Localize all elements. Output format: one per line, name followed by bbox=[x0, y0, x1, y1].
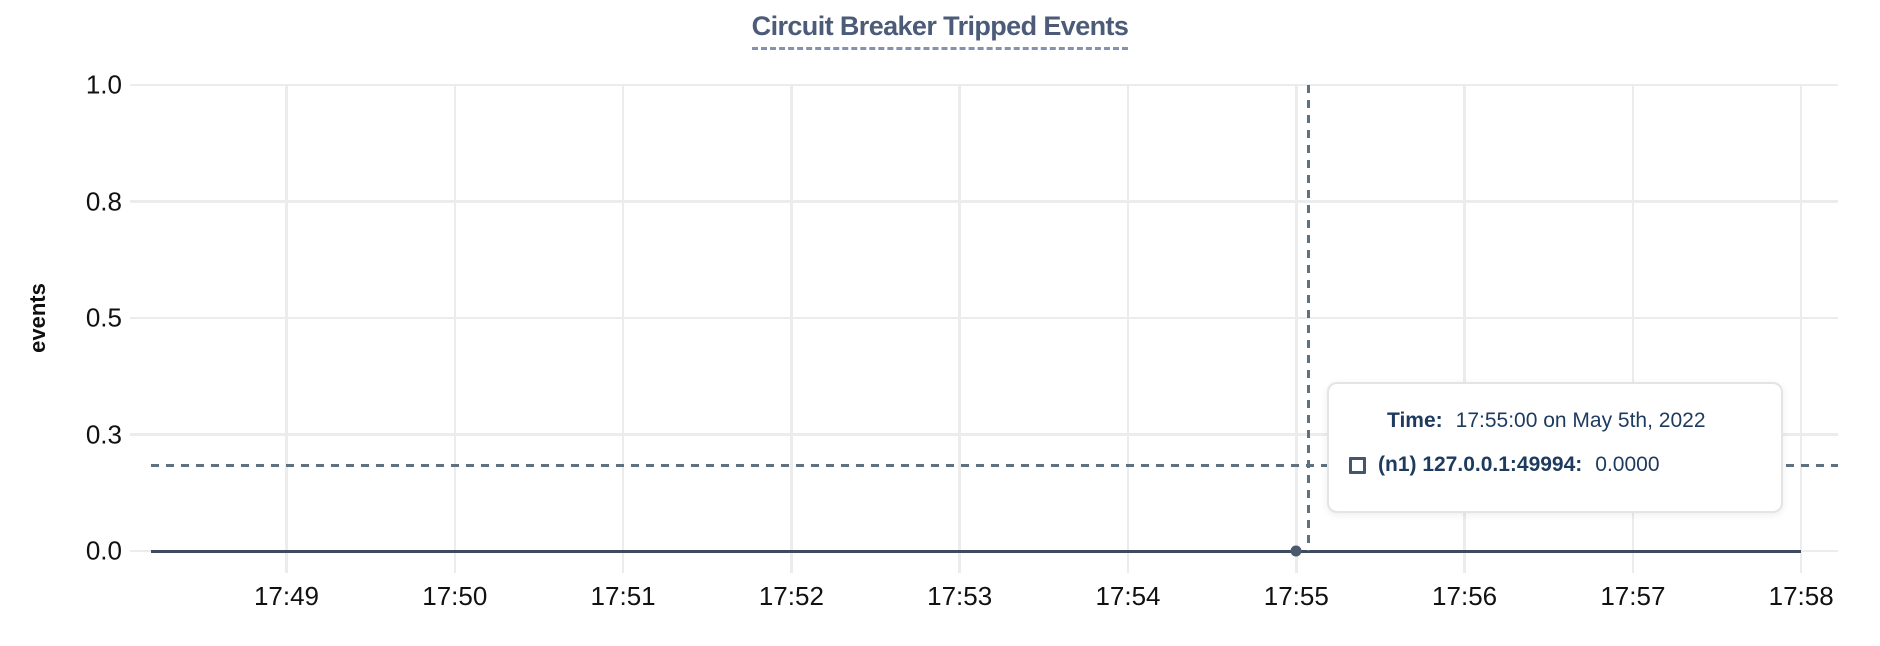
y-gridline bbox=[130, 316, 1838, 320]
tooltip-time-label: Time: bbox=[1387, 409, 1443, 432]
chart-title: Circuit Breaker Tripped Events bbox=[751, 10, 1129, 50]
x-gridline bbox=[453, 85, 457, 573]
cursor-tooltip: Time: 17:55:00 on May 5th, 2022 (n1) 127… bbox=[1327, 382, 1783, 513]
x-gridline bbox=[621, 85, 625, 573]
x-tick-label: 17:57 bbox=[1600, 581, 1666, 611]
x-gridline bbox=[1463, 85, 1466, 573]
x-tick-label: 17:53 bbox=[927, 581, 993, 611]
x-gridline bbox=[285, 85, 288, 573]
x-gridline bbox=[1126, 85, 1130, 573]
y-gridline bbox=[130, 83, 1838, 87]
x-tick-label: 17:52 bbox=[758, 581, 824, 611]
chart-title-wrap: Circuit Breaker Tripped Events bbox=[0, 10, 1880, 50]
x-tick-label: 17:50 bbox=[422, 581, 488, 611]
tooltip-time-row: Time: 17:55:00 on May 5th, 2022 bbox=[1387, 409, 1781, 433]
tooltip-series-row: (n1) 127.0.0.1:49994: 0.0000 bbox=[1349, 453, 1781, 477]
y-gridline bbox=[130, 200, 1838, 203]
x-gridline bbox=[1295, 85, 1298, 573]
x-gridline bbox=[1799, 85, 1803, 573]
x-tick-label: 17:54 bbox=[1095, 581, 1161, 611]
y-tick-label: 0.0 bbox=[85, 535, 122, 566]
cursor-crosshair-vertical bbox=[1307, 85, 1310, 551]
x-tick-label: 17:55 bbox=[1263, 581, 1329, 611]
y-tick-label: 1.0 bbox=[85, 69, 122, 100]
plot-area[interactable]: 1.0 0.8 0.5 0.3 0.0 17:49 17:50 17:51 17:52 17:53… bbox=[86, 70, 1838, 611]
x-tick-label: 17:51 bbox=[590, 581, 656, 611]
series-point-marker[interactable] bbox=[1290, 545, 1302, 557]
series-line bbox=[151, 549, 1801, 553]
tooltip-time-value: 17:55:00 on May 5th, 2022 bbox=[1455, 409, 1706, 432]
x-gridline bbox=[790, 85, 793, 573]
y-tick-label: 0.8 bbox=[85, 186, 122, 216]
tooltip-series-value: 0.0000 bbox=[1595, 453, 1660, 476]
y-tick-label: 0.3 bbox=[85, 419, 122, 449]
y-tick-label: 0.5 bbox=[85, 302, 122, 333]
cursor-crosshair-horizontal bbox=[151, 464, 1838, 467]
x-tick-label: 17:56 bbox=[1432, 581, 1498, 611]
x-tick-label: 17:58 bbox=[1768, 581, 1834, 611]
y-gridline bbox=[130, 433, 1838, 436]
x-gridline bbox=[1631, 85, 1635, 573]
series-legend-swatch-icon bbox=[1349, 456, 1366, 474]
x-gridline bbox=[958, 85, 961, 573]
tooltip-series-label: (n1) 127.0.0.1:49994: bbox=[1378, 453, 1583, 476]
x-tick-label: 17:49 bbox=[253, 581, 320, 611]
